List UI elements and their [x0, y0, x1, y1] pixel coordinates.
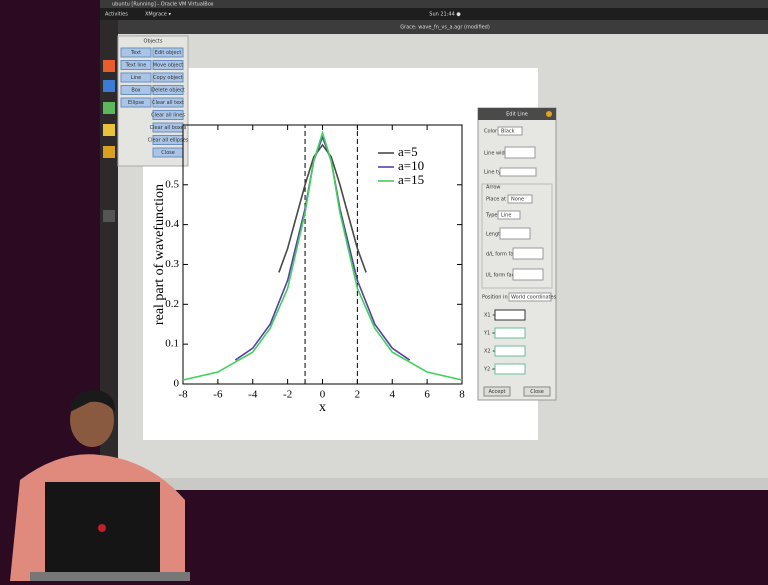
page: ubuntu [Running] - Oracle VM VirtualBox … [0, 0, 768, 581]
label: Type [485, 213, 497, 219]
dropdown-value: None [511, 197, 524, 203]
x-tick-label: 2 [355, 389, 361, 401]
dropdown[interactable] [500, 168, 536, 176]
object-button-label: Clear all text [152, 100, 184, 106]
coord-label: Y1 = [483, 331, 496, 337]
object-button-label: Clear all boxes [150, 125, 187, 131]
desk [30, 572, 190, 581]
legend-label: a=5 [398, 144, 418, 159]
dock-icon[interactable] [103, 80, 115, 92]
close-label: Close [530, 389, 544, 395]
grace-title: Grace: wave_fn_vs_a.agr (modified) [400, 25, 490, 31]
x-tick-label: -8 [178, 389, 188, 401]
object-button-label: Text [130, 50, 141, 56]
object-button-label: Delete object [151, 88, 184, 94]
x-tick-label: 8 [459, 389, 465, 401]
spinbox[interactable] [513, 248, 543, 259]
y-tick-label: 0.4 [165, 218, 179, 230]
legend-label: a=10 [398, 158, 424, 173]
coord-label: Y2 = [483, 367, 496, 373]
object-button-label: Move object [153, 63, 183, 69]
close-dot[interactable] [546, 111, 552, 117]
dock-icon[interactable] [103, 210, 115, 222]
x-tick-label: -6 [213, 389, 223, 401]
label: Place at [486, 197, 506, 203]
dropdown-value: Line [501, 213, 511, 219]
y-tick-label: 0.2 [165, 298, 179, 310]
activities[interactable]: Activities [105, 12, 128, 18]
spinbox[interactable] [500, 228, 530, 239]
dropdown-value: World coordinates [511, 295, 557, 301]
label: Color [484, 129, 498, 135]
x-tick-label: 4 [390, 389, 396, 401]
y-tick-label: 0 [174, 378, 180, 390]
object-button-label: Clear all lines [151, 113, 185, 119]
y-tick-label: 0.3 [165, 258, 179, 270]
x-tick-label: 6 [424, 389, 430, 401]
object-button-label: Line [131, 75, 141, 81]
x-tick-label: -4 [248, 389, 258, 401]
spinbox[interactable] [505, 147, 535, 158]
object-button-label: Ellipse [128, 100, 144, 106]
objects-title: Objects [144, 39, 163, 45]
object-button-label: Edit object [155, 50, 182, 56]
laptop-logo [98, 524, 106, 532]
y-tick-label: 0.1 [165, 338, 179, 350]
screen: ubuntu [Running] - Oracle VM VirtualBox … [0, 0, 768, 581]
dialog-title: Edit Line [506, 112, 528, 118]
dock-icon[interactable] [103, 124, 115, 136]
dock-icon[interactable] [103, 102, 115, 114]
object-button-label: Box [131, 88, 140, 94]
coord-input[interactable] [495, 310, 525, 320]
spinbox[interactable] [513, 269, 543, 280]
dock-icon[interactable] [103, 146, 115, 158]
window-title: ubuntu [Running] - Oracle VM VirtualBox [112, 2, 214, 8]
coord-input[interactable] [495, 328, 525, 338]
x-tick-label: 0 [320, 389, 326, 401]
vm-statusbar [100, 478, 768, 490]
coord-input[interactable] [495, 346, 525, 356]
y-axis-label: real part of wavefunction [152, 184, 167, 325]
x-tick-label: -2 [283, 389, 292, 401]
x-axis-label: x [319, 400, 326, 415]
object-button-label: Copy object [153, 75, 183, 81]
coord-input[interactable] [495, 364, 525, 374]
app-menu[interactable]: XMgrace ▾ [145, 12, 171, 18]
frame-label: Arrow [486, 185, 500, 191]
clock: Sun 21:44 ● [429, 12, 461, 18]
accept-label: Accept [488, 389, 505, 395]
label: Position in [482, 295, 508, 301]
legend-label: a=15 [398, 172, 424, 187]
dock-icon[interactable] [103, 60, 115, 72]
y-tick-label: 0.5 [165, 178, 179, 190]
dropdown-value: Black [501, 129, 515, 135]
object-button-label: Text line [125, 63, 147, 69]
object-button-label: Close [161, 150, 175, 156]
